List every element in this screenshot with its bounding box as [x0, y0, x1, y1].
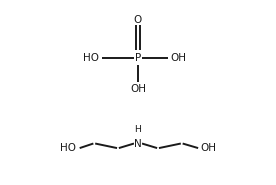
Text: O: O [134, 15, 142, 25]
Text: OH: OH [170, 53, 186, 63]
Text: N: N [134, 139, 142, 149]
Text: OH: OH [130, 84, 146, 94]
Text: H: H [135, 125, 141, 134]
Text: HO: HO [83, 53, 99, 63]
Text: P: P [135, 53, 141, 63]
Text: HO: HO [60, 143, 76, 153]
Text: OH: OH [200, 143, 216, 153]
